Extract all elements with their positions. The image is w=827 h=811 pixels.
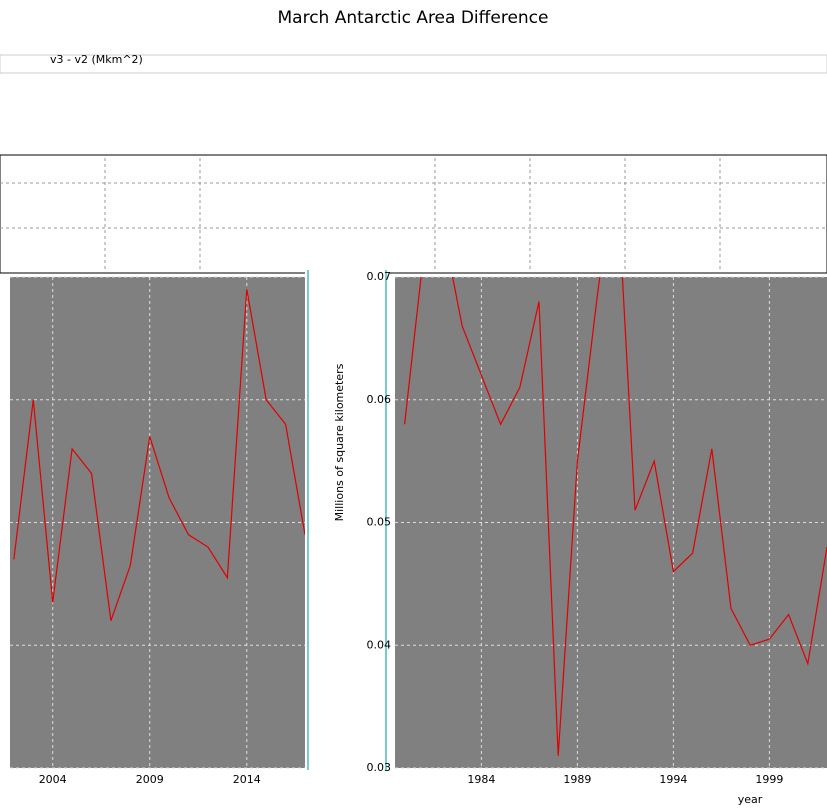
x-tick-label: 1999 xyxy=(755,773,783,786)
x-tick-label: 2009 xyxy=(136,773,164,786)
y-tick-label: 0.03 xyxy=(367,761,392,774)
y-tick-label: 0.06 xyxy=(367,393,392,406)
y-tick-label: 0.04 xyxy=(367,638,392,651)
panel-gap xyxy=(305,270,390,770)
x-tick-label: 2014 xyxy=(233,773,261,786)
data-line xyxy=(404,277,827,756)
x-axis-label: year xyxy=(738,793,763,806)
upper-strip-grid xyxy=(0,158,827,270)
y-tick-label: 0.07 xyxy=(367,270,392,283)
y-axis-label: Millions of square kilometers xyxy=(333,363,346,521)
chart-title: March Antarctic Area Difference xyxy=(278,8,549,28)
x-tick-label: 1984 xyxy=(467,773,495,786)
legend-strip xyxy=(0,54,827,74)
x-tick-label: 2004 xyxy=(39,773,67,786)
upper-strip xyxy=(0,154,827,274)
legend-label: v3 - v2 (Mkm^2) xyxy=(50,53,143,66)
x-tick-label: 1994 xyxy=(659,773,687,786)
y-tick-label: 0.05 xyxy=(367,516,392,529)
x-tick-label: 1989 xyxy=(563,773,591,786)
data-line xyxy=(13,289,305,621)
